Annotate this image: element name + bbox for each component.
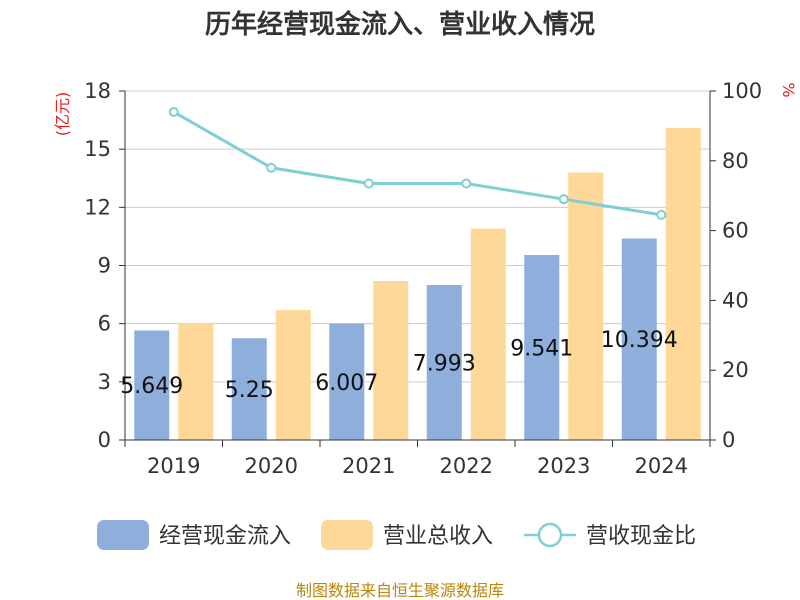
bar-营业总收入-2024[interactable]: [665, 127, 701, 440]
right-tick-label: 60: [722, 219, 749, 243]
source-note: 制图数据来自恒生聚源数据库: [296, 581, 504, 600]
x-tick-label: 2021: [342, 454, 395, 478]
x-tick-label: 2022: [440, 454, 493, 478]
bar-经营现金流入-2021[interactable]: [329, 323, 365, 440]
left-tick-label: 3: [98, 370, 111, 394]
right-tick-label: 100: [722, 79, 762, 103]
bar-经营现金流入-2020[interactable]: [231, 338, 267, 440]
bar-经营现金流入-2019[interactable]: [134, 330, 170, 440]
bar-营业总收入-2022[interactable]: [470, 228, 506, 440]
data-label: 5.25: [225, 378, 274, 403]
bar-营业总收入-2020[interactable]: [275, 310, 311, 440]
grid: [125, 90, 710, 383]
point-营收现金比-2023[interactable]: [558, 194, 569, 205]
left-tick-label: 6: [98, 312, 111, 336]
legend-label: 营业总收入: [383, 524, 493, 549]
series-line-营收现金比: [173, 110, 662, 217]
point-营收现金比-2021[interactable]: [363, 178, 374, 189]
legend-swatch-marker[interactable]: [537, 522, 563, 548]
right-tick-label: 0: [722, 428, 735, 452]
data-label: 5.649: [120, 374, 183, 399]
bar-经营现金流入-2022[interactable]: [426, 285, 462, 440]
right-tick-label: 40: [722, 288, 749, 312]
data-label: 10.394: [601, 328, 678, 353]
axes: 0 3 6 9 12 15 18 0 20 40 60 80 100 2019 2020 2021 2022 20…: [84, 79, 762, 478]
legend-label: 经营现金流入: [159, 524, 291, 549]
chart-title: 历年经营现金流入、营业收入情况: [205, 9, 595, 40]
point-营收现金比-2024[interactable]: [656, 209, 667, 220]
left-tick-label: 15: [84, 137, 111, 161]
point-营收现金比-2020[interactable]: [266, 162, 277, 173]
left-tick-label: 9: [98, 254, 111, 278]
bar-营业总收入-2021[interactable]: [373, 281, 409, 440]
right-axis-unit: %: [779, 82, 798, 97]
right-tick-label: 80: [722, 149, 749, 173]
bar-经营现金流入-2024[interactable]: [621, 238, 657, 440]
data-label: 9.541: [510, 337, 573, 362]
data-label: 7.993: [413, 352, 476, 377]
legend-label: 营收现金比: [586, 524, 696, 549]
legend-swatch-经营现金流入[interactable]: [97, 520, 149, 550]
point-营收现金比-2022[interactable]: [461, 178, 472, 189]
point-营收现金比-2019[interactable]: [168, 106, 179, 117]
right-tick-label: 20: [722, 358, 749, 382]
bar-营业总收入-2023[interactable]: [568, 172, 604, 440]
left-tick-label: 0: [98, 428, 111, 452]
bar-layer: [134, 127, 701, 440]
left-tick-label: 12: [84, 195, 111, 219]
bar-营业总收入-2019[interactable]: [178, 323, 214, 440]
left-axis-unit: (亿元): [53, 92, 72, 137]
legend-swatch-营业总收入[interactable]: [321, 520, 373, 550]
x-tick-label: 2019: [147, 454, 200, 478]
data-label-layer: 5.649 5.25 6.007 7.993 9.541 10.394: [120, 328, 677, 403]
x-tick-label: 2023: [537, 454, 590, 478]
left-tick-label: 18: [84, 79, 111, 103]
x-tick-label: 2020: [245, 454, 298, 478]
line-layer: [168, 106, 667, 220]
legend[interactable]: 经营现金流入 营业总收入 营收现金比: [97, 520, 696, 550]
bar-经营现金流入-2023[interactable]: [524, 255, 560, 440]
x-tick-label: 2024: [635, 454, 688, 478]
data-label: 6.007: [315, 371, 378, 396]
